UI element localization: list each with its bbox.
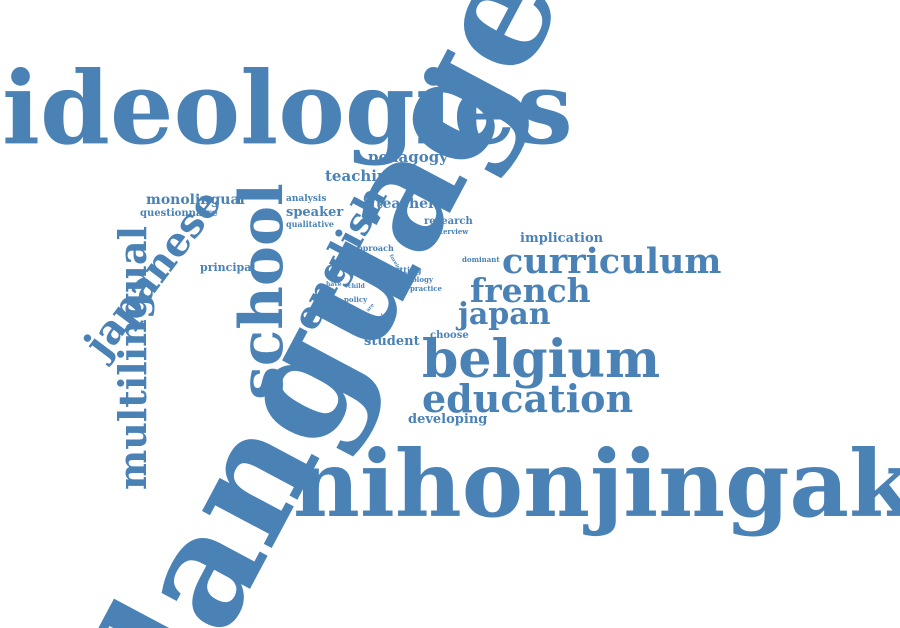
word-interview: interview: [432, 228, 468, 235]
word-principal: principal: [200, 262, 256, 273]
word-developing: developing: [408, 413, 487, 426]
word-school: school: [232, 183, 292, 400]
word-dominant: dominant: [462, 256, 500, 263]
word-teacher: teacher: [376, 197, 435, 211]
word-have: have: [326, 282, 342, 288]
word-japan: japan: [458, 300, 551, 330]
word-approach: approach: [352, 244, 394, 252]
word-implication: implication: [520, 232, 603, 245]
word-choose: choose: [430, 331, 469, 341]
word-child: child: [348, 284, 365, 290]
word-multilingual: multilingual: [114, 226, 152, 490]
word-student: student: [364, 335, 420, 348]
word-ideology: ideology: [400, 276, 433, 283]
word-nihonjingakko: nihonjingakkō: [293, 438, 900, 530]
word-pedagogy: pedagogy: [368, 150, 448, 165]
word-questionnaire: questionnaire: [140, 209, 218, 219]
word-monolingual: monolingual: [146, 193, 245, 207]
word-teaching: teaching: [325, 169, 398, 184]
word-research: research: [424, 217, 473, 227]
word-qualitative: qualitative: [286, 220, 334, 228]
word-analysis: analysis: [286, 195, 326, 204]
word-speaker: speaker: [286, 206, 343, 219]
word-policy: policy: [344, 296, 367, 303]
word-practice: practice: [410, 285, 442, 292]
